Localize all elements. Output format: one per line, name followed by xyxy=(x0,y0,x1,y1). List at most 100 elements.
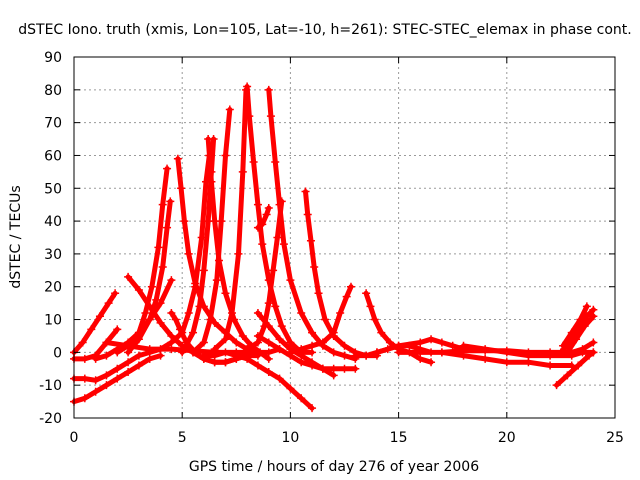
data-point-marker xyxy=(314,289,323,298)
data-point-marker xyxy=(340,341,349,350)
data-point-marker xyxy=(102,371,111,380)
data-point-marker xyxy=(154,243,163,252)
data-point-marker xyxy=(297,394,306,403)
data-point-marker xyxy=(111,289,120,298)
series-line xyxy=(303,189,380,359)
data-point-marker xyxy=(95,312,104,321)
x-tick-label: 5 xyxy=(178,430,187,446)
data-point-marker xyxy=(177,184,186,193)
data-point-marker xyxy=(80,354,89,363)
data-point-marker xyxy=(225,105,234,114)
data-point-marker xyxy=(362,289,371,298)
data-point-marker xyxy=(264,299,273,308)
data-point-marker xyxy=(166,197,175,206)
data-point-marker xyxy=(204,135,213,144)
data-series xyxy=(189,105,234,357)
y-tick-label: 50 xyxy=(44,181,62,197)
data-point-marker xyxy=(158,200,167,209)
data-point-marker xyxy=(124,368,133,377)
data-point-marker xyxy=(141,308,150,317)
data-point-marker xyxy=(308,328,317,337)
series-line xyxy=(560,303,590,349)
data-point-marker xyxy=(253,361,262,370)
data-point-marker xyxy=(567,328,576,337)
data-point-marker xyxy=(340,364,349,373)
data-point-marker xyxy=(124,348,133,357)
y-axis-title: dSTEC / TECUs xyxy=(8,185,24,288)
y-tick-label: 90 xyxy=(44,50,62,66)
data-point-marker xyxy=(232,351,241,360)
data-point-marker xyxy=(238,331,247,340)
data-point-marker xyxy=(199,338,208,347)
data-point-marker xyxy=(301,187,310,196)
data-point-marker xyxy=(351,351,360,360)
data-point-marker xyxy=(134,286,143,295)
data-point-marker xyxy=(264,322,273,331)
data-point-marker xyxy=(145,348,154,357)
data-series xyxy=(243,197,286,354)
data-point-marker xyxy=(589,338,598,347)
data-point-marker xyxy=(336,308,345,317)
y-tick-label: 10 xyxy=(44,313,62,329)
plot-frame xyxy=(73,56,616,419)
data-point-marker xyxy=(427,335,436,344)
data-point-marker xyxy=(329,371,338,380)
data-point-marker xyxy=(178,328,187,337)
data-point-marker xyxy=(195,302,204,311)
x-tick-label: 0 xyxy=(70,430,79,446)
data-point-marker xyxy=(318,364,327,373)
data-point-marker xyxy=(277,197,286,206)
data-point-marker xyxy=(171,315,180,324)
data-point-marker xyxy=(329,348,338,357)
data-point-marker xyxy=(163,223,172,232)
series-line xyxy=(212,87,249,352)
data-point-marker xyxy=(243,354,252,363)
data-series xyxy=(437,348,576,370)
data-point-marker xyxy=(582,302,591,311)
x-tick-label: 20 xyxy=(498,430,516,446)
data-point-marker xyxy=(184,308,193,317)
data-point-marker xyxy=(210,318,219,327)
data-point-marker xyxy=(277,322,286,331)
data-point-marker xyxy=(578,345,587,354)
data-point-marker xyxy=(427,358,436,367)
data-point-marker xyxy=(217,217,226,226)
data-point-marker xyxy=(113,348,122,357)
data-point-marker xyxy=(253,331,262,340)
data-point-marker xyxy=(249,158,258,167)
data-point-marker xyxy=(178,348,187,357)
data-point-marker xyxy=(286,276,295,285)
data-point-marker xyxy=(78,338,87,347)
data-point-marker xyxy=(158,263,167,272)
data-point-marker xyxy=(264,203,273,212)
data-point-marker xyxy=(546,351,555,360)
data-point-marker xyxy=(113,325,122,334)
data-point-marker xyxy=(207,177,216,186)
data-point-marker xyxy=(416,348,425,357)
data-point-marker xyxy=(481,345,490,354)
data-point-marker xyxy=(416,338,425,347)
data-point-marker xyxy=(377,328,386,337)
data-point-marker xyxy=(253,200,262,209)
data-point-marker xyxy=(199,266,208,275)
series-line xyxy=(255,333,358,372)
data-point-marker xyxy=(184,249,193,258)
data-point-marker xyxy=(180,217,189,226)
chart-title: dSTEC Iono. truth (xmis, Lon=105, Lat=-1… xyxy=(18,22,631,38)
data-point-marker xyxy=(437,348,446,357)
data-point-marker xyxy=(189,328,198,337)
data-series xyxy=(253,203,273,232)
data-point-marker xyxy=(156,318,165,327)
data-point-marker xyxy=(303,210,312,219)
data-point-marker xyxy=(134,351,143,360)
data-point-marker xyxy=(362,351,371,360)
data-series xyxy=(70,289,120,357)
data-point-marker xyxy=(574,361,583,370)
data-point-marker xyxy=(221,151,230,160)
data-point-marker xyxy=(167,276,176,285)
y-tick-label: -20 xyxy=(39,411,62,427)
data-point-marker xyxy=(437,338,446,347)
data-point-marker xyxy=(585,351,594,360)
data-point-marker xyxy=(91,354,100,363)
data-point-marker xyxy=(199,351,208,360)
